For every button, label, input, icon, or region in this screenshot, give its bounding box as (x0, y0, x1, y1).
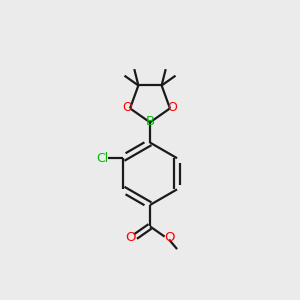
Text: O: O (167, 101, 177, 114)
Text: B: B (146, 115, 154, 128)
Text: O: O (123, 101, 133, 114)
Text: O: O (125, 231, 135, 244)
Text: Cl: Cl (96, 152, 109, 165)
Text: O: O (165, 231, 175, 244)
